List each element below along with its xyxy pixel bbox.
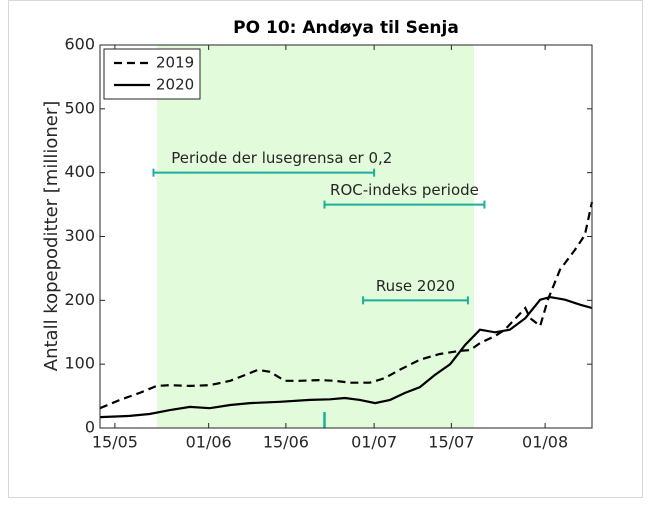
interval-label: ROC-indeks periode [330, 181, 479, 199]
chart-title: PO 10: Andøya til Senja [233, 18, 459, 38]
y-tick-label: 400 [64, 162, 95, 181]
x-tick-label: 01/06 [186, 433, 232, 452]
y-tick-label: 600 [64, 35, 95, 54]
legend-label: 2020 [156, 76, 194, 94]
x-tick-label: 15/07 [428, 433, 474, 452]
shaded-region [156, 45, 474, 428]
series-line [99, 201, 594, 410]
x-tick-label: 01/07 [351, 433, 397, 452]
interval-label: Periode der lusegrensa er 0,2 [171, 149, 392, 167]
y-tick-label: 300 [64, 226, 95, 245]
series-line [99, 295, 593, 419]
legend-label: 2019 [156, 54, 194, 72]
interval-label: Ruse 2020 [376, 277, 455, 295]
y-tick-label: 500 [64, 98, 95, 117]
legend: 2019 2020 [103, 48, 201, 100]
y-tick-label: 200 [64, 290, 95, 309]
legend-box [103, 48, 201, 100]
y-axis-label: Antall kopepoditter [millioner] [41, 101, 62, 371]
y-tick-label: 100 [64, 354, 95, 373]
x-tick-label: 15/06 [263, 433, 309, 452]
x-tick-label: 01/08 [522, 433, 568, 452]
plot-area: Periode der lusegrensa er 0,2 ROC-indeks … [64, 35, 594, 452]
y-tick-label: 0 [85, 418, 95, 437]
x-tick-label: 15/05 [92, 433, 138, 452]
